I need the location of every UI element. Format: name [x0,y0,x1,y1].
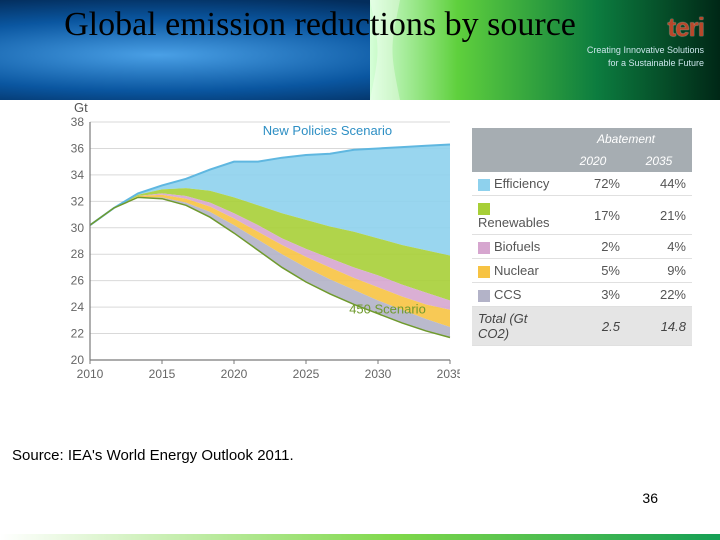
table-row: Biofuels2%4% [472,235,692,259]
table-row: Renewables17%21% [472,196,692,235]
table-total-row: Total (Gt CO2)2.514.8 [472,307,692,346]
row-2020: 3% [560,283,626,307]
svg-text:22: 22 [71,327,85,341]
svg-text:30: 30 [71,221,85,235]
row-2035: 4% [626,235,692,259]
swatch-icon [478,242,490,254]
svg-text:36: 36 [71,141,85,155]
svg-text:26: 26 [71,274,85,288]
row-2020: 5% [560,259,626,283]
row-2035: 22% [626,283,692,307]
row-2035: 9% [626,259,692,283]
chart-svg: 20 22 24 26 28 30 32 34 36 38 2010 2015 2020 2025 2030… [40,110,460,390]
page-title: Global emission reductions by source [60,6,580,43]
row-2035: 44% [626,172,692,196]
svg-text:34: 34 [71,168,85,182]
svg-text:2015: 2015 [149,367,176,381]
swatch-icon [478,266,490,278]
logo-text: teri [587,12,704,43]
row-label: Biofuels [472,235,560,259]
svg-text:28: 28 [71,247,85,261]
svg-text:32: 32 [71,194,85,208]
total-2035: 14.8 [626,307,692,346]
svg-text:24: 24 [71,300,85,314]
table-row: Efficiency72%44% [472,172,692,196]
table-header-2020: 2020 [560,150,626,172]
svg-text:2025: 2025 [293,367,320,381]
swatch-icon [478,203,490,215]
row-2020: 72% [560,172,626,196]
svg-text:450 Scenario: 450 Scenario [349,302,426,317]
table-row: CCS3%22% [472,283,692,307]
table-header-2035: 2035 [626,150,692,172]
slide: Global emission reductions by source ter… [0,0,720,540]
row-label: CCS [472,283,560,307]
total-2020: 2.5 [560,307,626,346]
chart: Gt 2022242628303234363820102015202020252… [40,110,460,390]
abatement-table: Abatement 2020 2035 Efficiency72%44%Rene… [472,128,692,346]
row-2035: 21% [626,196,692,235]
svg-text:2010: 2010 [77,367,104,381]
swatch-icon [478,290,490,302]
row-2020: 2% [560,235,626,259]
svg-text:New Policies Scenario: New Policies Scenario [263,123,392,138]
svg-text:38: 38 [71,115,85,129]
table-header-main: Abatement [560,128,692,150]
y-axis-unit: Gt [74,100,88,115]
table-row: Nuclear5%9% [472,259,692,283]
row-label: Nuclear [472,259,560,283]
swatch-icon [478,179,490,191]
row-label: Renewables [472,196,560,235]
footer-accent [0,534,720,540]
logo-tagline-2: for a Sustainable Future [587,58,704,69]
content-region: Gt 2022242628303234363820102015202020252… [40,110,690,410]
svg-text:2020: 2020 [221,367,248,381]
logo-tagline-1: Creating Innovative Solutions [587,45,704,56]
logo: teri Creating Innovative Solutions for a… [587,12,704,69]
svg-text:2035: 2035 [437,367,460,381]
source-citation: Source: IEA's World Energy Outlook 2011. [12,447,294,464]
row-2020: 17% [560,196,626,235]
svg-text:20: 20 [71,353,85,367]
total-label: Total (Gt CO2) [472,307,560,346]
row-label: Efficiency [472,172,560,196]
page-number: 36 [642,490,658,506]
svg-text:2030: 2030 [365,367,392,381]
